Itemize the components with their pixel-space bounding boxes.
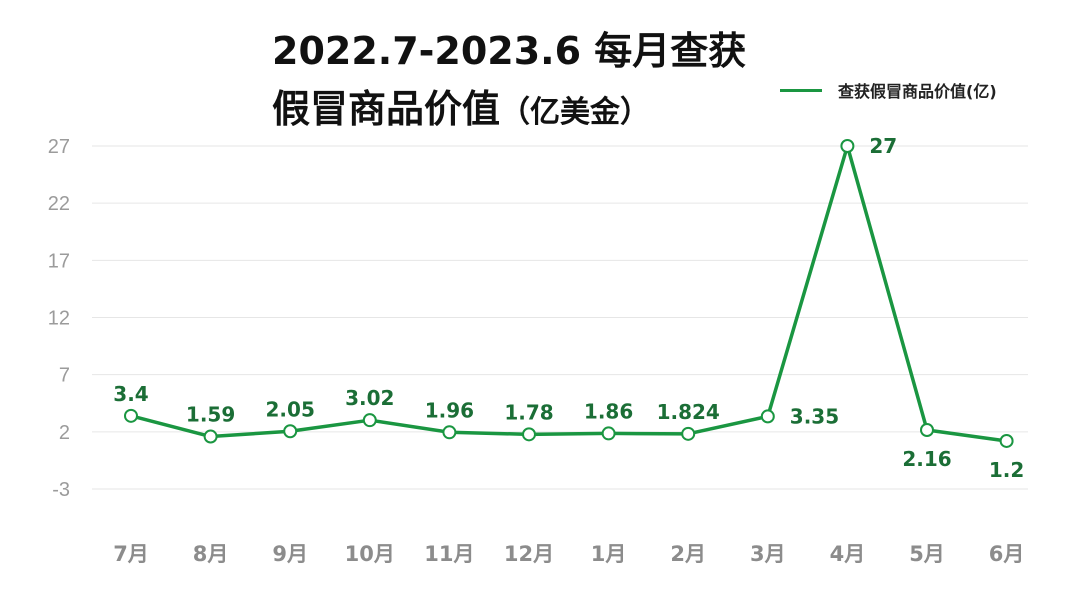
legend-label: 查获假冒商品价值(亿) — [838, 82, 997, 101]
data-label: 2.16 — [902, 447, 951, 471]
chart-title-text-2: 假冒商品价值 — [272, 87, 501, 131]
data-point — [522, 427, 536, 442]
x-tick-label: 9月 — [272, 542, 308, 566]
data-label: 2.05 — [266, 397, 315, 421]
data-label: 27 — [869, 134, 897, 158]
data-point — [601, 426, 616, 441]
data-point — [203, 429, 218, 444]
data-point — [362, 413, 377, 428]
chart-title-text-1: 2022.7-2023.6 每月查获 — [272, 29, 747, 73]
y-tick-label: 2 — [59, 422, 70, 444]
y-tick-label: 17 — [48, 250, 70, 272]
x-tick-label: 8月 — [193, 542, 229, 566]
data-label-layer: 3.4 1.59 2.05 3.02 1.96 1.78 1.86 1.824 3.35 27 2.… — [113, 134, 1024, 482]
x-tick-label: 1月 — [591, 542, 627, 566]
data-point — [283, 424, 298, 439]
x-tick-label: 11月 — [424, 542, 474, 566]
data-point — [124, 408, 138, 423]
series-line-layer — [129, 144, 1009, 443]
data-label: 3.4 — [113, 382, 148, 406]
legend: 查获假冒商品价值(亿) — [780, 78, 997, 102]
data-point — [681, 426, 696, 441]
data-label: 3.02 — [345, 386, 394, 410]
chart-title-unit: （亿美金） — [500, 95, 651, 130]
y-tick-label: 12 — [48, 308, 70, 330]
data-point — [760, 409, 775, 424]
series-point-layer — [124, 139, 1014, 448]
series-line — [129, 144, 1009, 443]
x-tick-label: 6月 — [989, 542, 1025, 566]
data-label: 1.78 — [504, 400, 553, 424]
data-point — [840, 139, 855, 153]
data-label: 3.35 — [790, 404, 839, 428]
x-axis-ticks: 7月 8月 9月 10月 11月 12月 1月 2月 3月 4月 5月 6月 — [113, 542, 1024, 566]
x-tick-label: 12月 — [504, 542, 554, 566]
x-tick-label: 5月 — [909, 542, 945, 566]
data-label: 1.2 — [989, 458, 1024, 482]
x-tick-label: 7月 — [113, 542, 149, 566]
data-label: 1.96 — [425, 398, 474, 422]
data-point — [442, 425, 457, 440]
x-tick-label: 3月 — [750, 542, 786, 566]
x-tick-label: 4月 — [830, 542, 866, 566]
chart-title-line-1: 2022.7-2023.6 每月查获 — [272, 20, 746, 75]
x-tick-label: 10月 — [345, 542, 395, 566]
data-point — [920, 423, 934, 438]
chart-title-line-2: 假冒商品价值（亿美金） — [272, 78, 650, 133]
y-tick-label: 27 — [48, 136, 70, 158]
data-point — [999, 433, 1014, 448]
legend-line-swatch — [780, 88, 822, 92]
x-tick-label: 2月 — [670, 542, 706, 566]
data-label: 1.824 — [657, 400, 720, 424]
grid-layer — [92, 145, 1028, 490]
data-label: 1.59 — [186, 403, 235, 427]
y-tick-label: 7 — [59, 365, 70, 387]
y-tick-label: 22 — [48, 193, 70, 215]
data-label: 1.86 — [584, 399, 633, 423]
y-tick-label: -3 — [52, 479, 70, 501]
